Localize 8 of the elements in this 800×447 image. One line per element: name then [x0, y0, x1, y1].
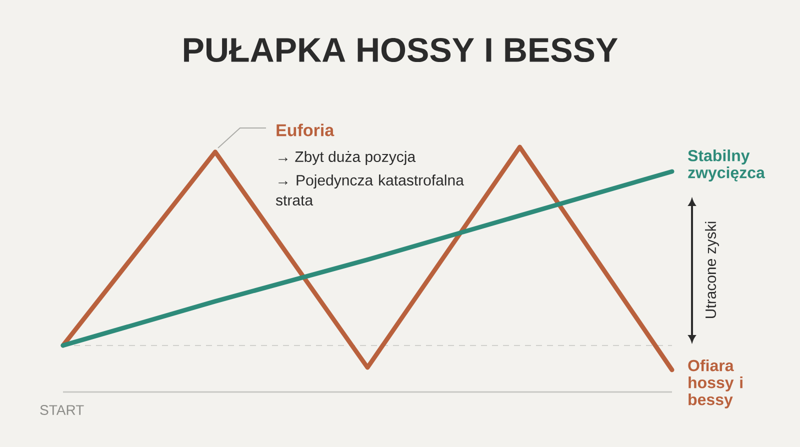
series-label: Ofiara hossy i bessy — [688, 359, 742, 408]
annotation: → Pojedyncza katastrofalna strata — [276, 174, 464, 206]
text: Utracone zyski — [705, 222, 719, 318]
series-label: Stabilny zwycięzca — [688, 150, 766, 182]
annotation: → Zbyt duża pozycja — [278, 151, 416, 165]
text: Euforia — [276, 124, 334, 136]
text: START — [40, 405, 84, 415]
chart-title: PUŁAPKA HOSSY I BESSY — [184, 38, 618, 62]
